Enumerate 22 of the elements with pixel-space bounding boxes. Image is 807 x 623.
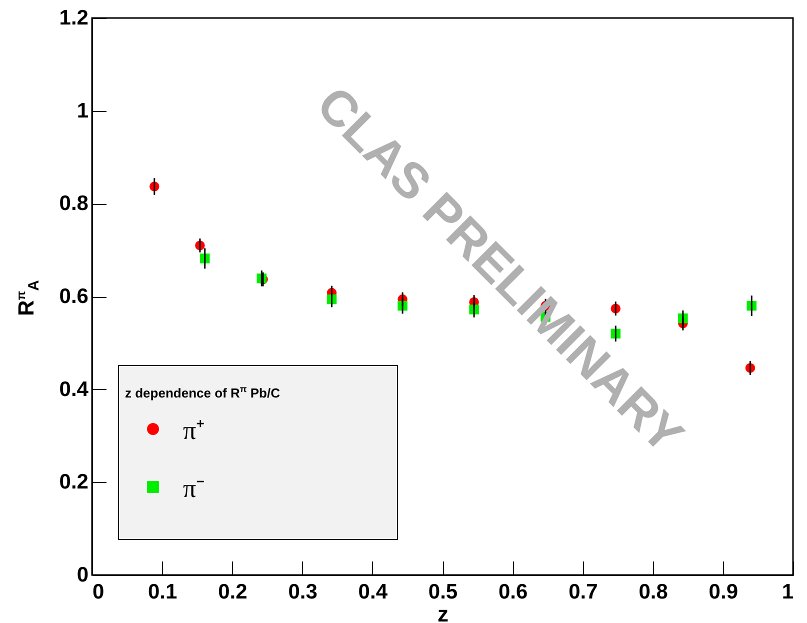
legend-label: π⁺	[183, 415, 206, 448]
x-axis-title: z	[438, 602, 448, 623]
y-tick-label: 0.6	[59, 285, 88, 308]
x-tick-label: 0.8	[638, 580, 668, 604]
legend-label: π⁻	[183, 473, 206, 506]
y-tick-label: 1	[76, 99, 89, 122]
x-tick-label: 0.6	[498, 580, 528, 604]
x-tick-label: 0.1	[148, 580, 178, 604]
y-tick-label: 1.2	[59, 6, 88, 30]
x-tick-label: 1	[782, 580, 794, 604]
x-tick-label: 0.7	[568, 580, 598, 604]
x-tick-label: 0.2	[218, 580, 248, 604]
y-tick-label: 0.2	[59, 470, 88, 494]
y-tick-label: 0.8	[59, 192, 89, 216]
x-tick-label: 0.9	[708, 580, 738, 604]
x-tick-label: 0.3	[288, 580, 318, 604]
legend-title: z dependence of R$^{π}$ Pb/C	[125, 384, 280, 400]
x-tick-label: 0	[92, 580, 104, 604]
x-tick-label: 0.5	[428, 580, 458, 604]
y-tick-label: 0	[76, 564, 88, 586]
y-tick-label: 0.4	[59, 378, 89, 401]
x-tick-label: 0.4	[358, 580, 388, 604]
